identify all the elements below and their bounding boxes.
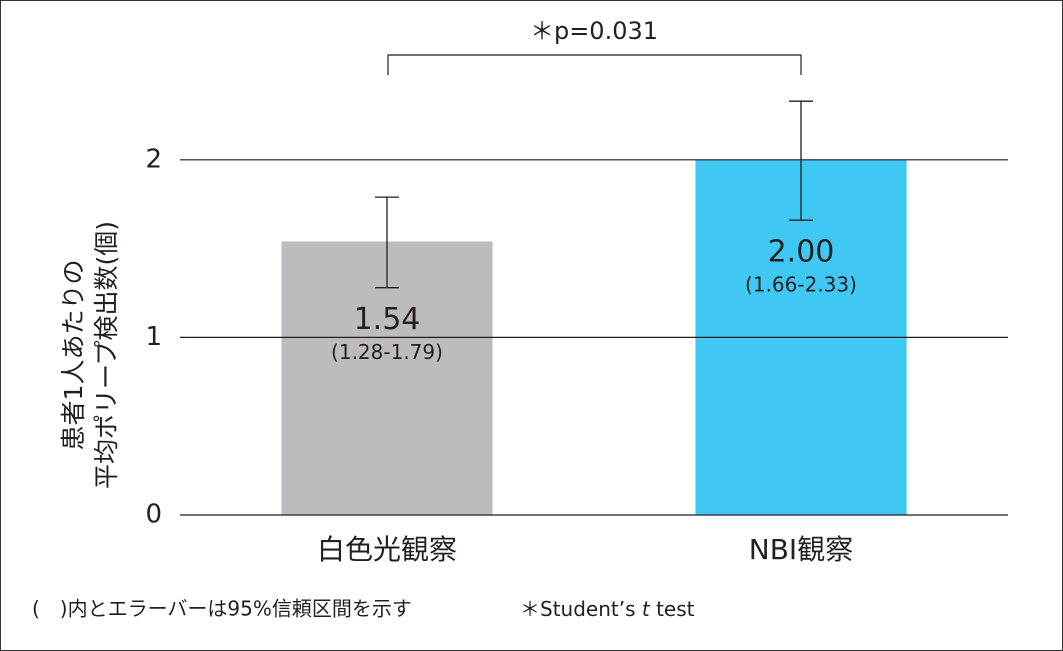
significance-bracket — [387, 54, 802, 75]
error-bar — [375, 196, 399, 289]
y-axis-label: 平均ポリープ検出数(個) — [92, 221, 121, 489]
test-note-part: t — [642, 597, 651, 621]
value-label: 2.00 — [768, 235, 835, 270]
test-note-part: ＊Student’s — [520, 597, 642, 621]
ci-label: (1.28-1.79) — [331, 340, 443, 364]
y-tick-label: 1 — [145, 322, 162, 352]
x-tick-label: NBI観察 — [749, 533, 853, 566]
value-label: 1.54 — [354, 302, 421, 337]
x-tick-label: 白色光観察 — [317, 533, 457, 566]
footnote: ( )内とエラーバーは95%信頼区間を示す — [32, 597, 412, 621]
y-tick-label: 2 — [145, 144, 162, 174]
y-tick-label: 0 — [145, 500, 162, 530]
significance-label: ＊p=0.031 — [530, 17, 658, 45]
y-axis-label: 患者1人あたりの — [59, 260, 88, 451]
ci-label: (1.66-2.33) — [745, 273, 857, 297]
test-note: ＊Student’s t test — [520, 597, 695, 621]
test-note-part: test — [650, 597, 695, 621]
error-bar — [789, 100, 813, 221]
